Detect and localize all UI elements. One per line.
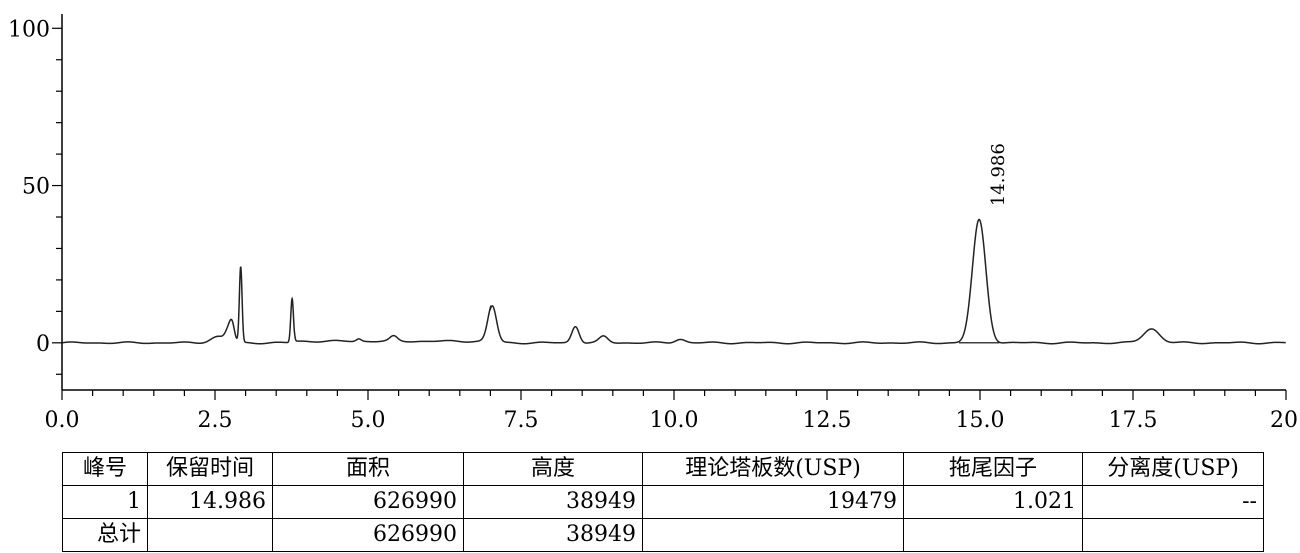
col-header-area: 面积 (272, 452, 464, 486)
cell-height: 38949 (463, 485, 643, 519)
x-tick-label: 17.5 (1109, 408, 1158, 433)
table-header-row: 峰号 保留时间 面积 高度 理论塔板数(USP) 拖尾因子 分离度(USP) (62, 452, 1264, 486)
col-header-retention-time: 保留时间 (147, 452, 273, 486)
chromatogram-chart: 0.0 2.5 5.0 7.5 10.0 12.5 15.0 17.5 20 0 50 100 14.9… (8, 14, 1298, 433)
col-header-peak-no: 峰号 (62, 452, 148, 486)
peak-result-table: 峰号 保留时间 面积 高度 理论塔板数(USP) 拖尾因子 分离度(USP) 1… (62, 452, 1264, 552)
y-tick-label: 0 (36, 332, 50, 357)
cell-total-retention-time (147, 518, 273, 552)
table-row: 1 14.986 626990 38949 19479 1.021 -- (62, 485, 1264, 519)
cell-total-plates (642, 518, 904, 552)
cell-total-label: 总计 (62, 518, 148, 552)
cell-peak-no: 1 (62, 485, 148, 519)
x-tick-label: 20 (1270, 408, 1298, 433)
col-header-resolution: 分离度(USP) (1082, 452, 1264, 486)
cell-area: 626990 (272, 485, 464, 519)
y-tick-label: 50 (22, 175, 50, 200)
x-tick-label: 2.5 (198, 408, 233, 433)
y-tick-label: 100 (8, 17, 50, 42)
chart-ticks (52, 27, 1287, 400)
col-header-height: 高度 (463, 452, 643, 486)
x-tick-label: 5.0 (351, 408, 386, 433)
chart-labels: 0.0 2.5 5.0 7.5 10.0 12.5 15.0 17.5 20 0 50 100 14.9… (8, 17, 1298, 433)
cell-total-area: 626990 (272, 518, 464, 552)
x-tick-label: 0.0 (45, 408, 80, 433)
chromatogram-trace (61, 218, 1286, 345)
x-tick-label: 15.0 (956, 408, 1005, 433)
peak-rt-label: 14.986 (988, 143, 1009, 206)
chart-axes (61, 14, 1286, 391)
table-total-row: 总计 626990 38949 (62, 518, 1264, 552)
cell-total-resolution (1082, 518, 1264, 552)
cell-resolution: -- (1082, 485, 1264, 519)
cell-retention-time: 14.986 (147, 485, 273, 519)
x-tick-label: 12.5 (803, 408, 852, 433)
x-tick-label: 10.0 (650, 408, 699, 433)
col-header-plates: 理论塔板数(USP) (642, 452, 904, 486)
cell-plates: 19479 (642, 485, 904, 519)
cell-total-tailing (903, 518, 1083, 552)
x-tick-label: 7.5 (504, 408, 539, 433)
cell-tailing: 1.021 (903, 485, 1083, 519)
col-header-tailing: 拖尾因子 (903, 452, 1083, 486)
cell-total-height: 38949 (463, 518, 643, 552)
